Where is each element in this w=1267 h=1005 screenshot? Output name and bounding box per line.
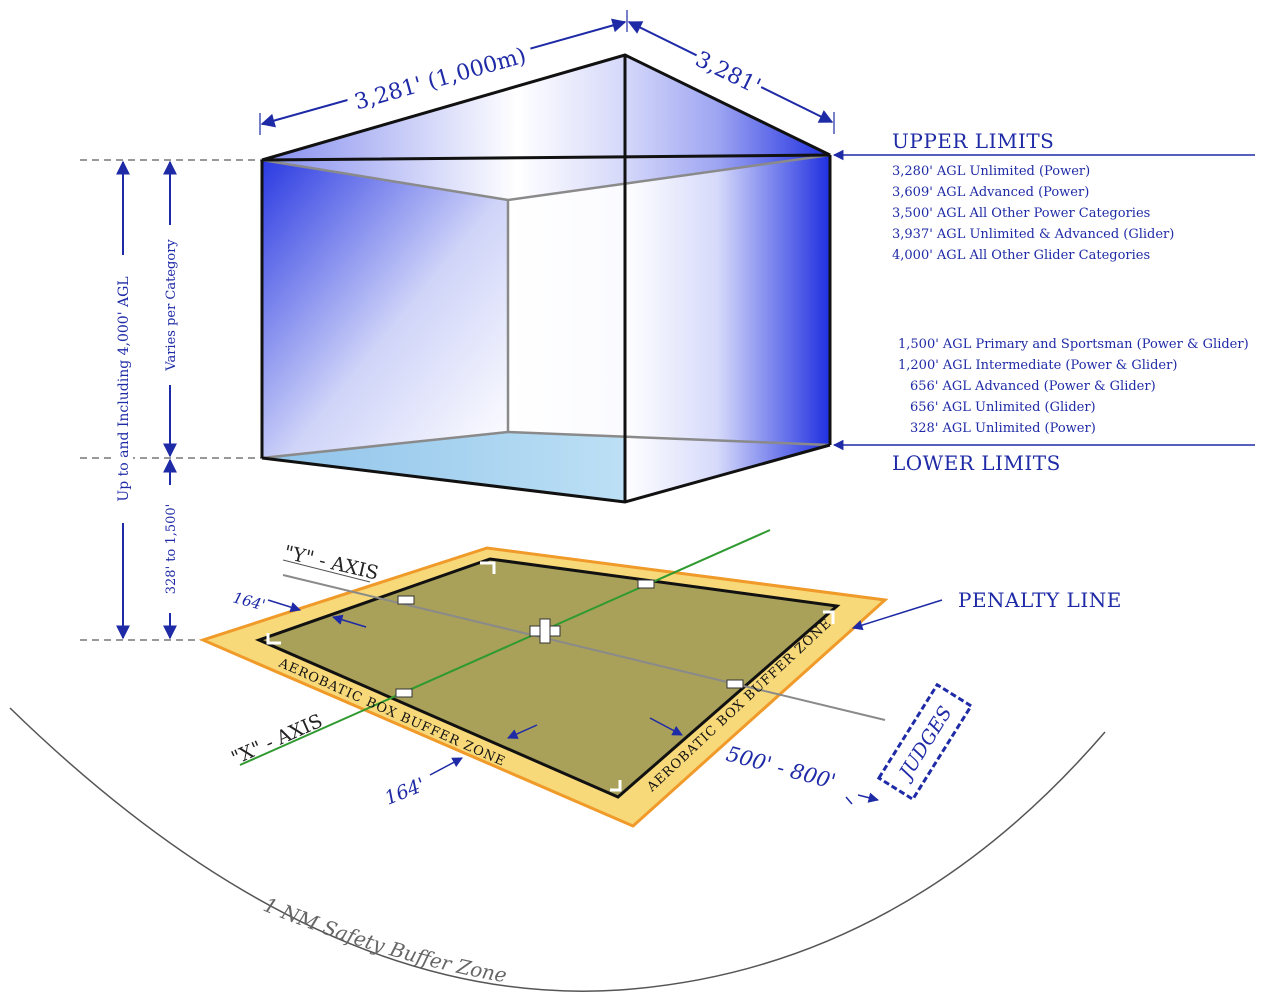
- judges-distance-label: 500' - 800': [724, 742, 839, 794]
- lower-range-label: 328' to 1,500': [164, 504, 179, 595]
- lower-limit-item: 656' AGL Advanced (Power & Glider): [910, 379, 1156, 394]
- total-height-label-bg: [113, 255, 133, 523]
- upper-limit-item: 3,280' AGL Unlimited (Power): [892, 164, 1090, 179]
- buffer-width-left-label: 164': [231, 588, 267, 614]
- length-label-bg: [343, 34, 537, 122]
- varies-label-bg: [160, 225, 180, 385]
- penalty-line-label: PENALTY LINE: [958, 588, 1122, 612]
- buffer-width-front-arrow-out: [429, 757, 463, 776]
- buffer-width-left-arrow-in: [331, 614, 367, 628]
- upper-limit-item: 3,500' AGL All Other Power Categories: [892, 206, 1150, 221]
- lower-limit-item: 656' AGL Unlimited (Glider): [910, 400, 1096, 415]
- edge-markers: [395, 579, 744, 698]
- x-axis-line: [239, 529, 771, 766]
- buffer-width-right-arrow: [649, 717, 683, 736]
- center-marker: [529, 618, 561, 644]
- upper-limit-item: 3,937' AGL Unlimited & Advanced (Glider): [892, 227, 1174, 242]
- safety-buffer-arc: [9, 707, 1106, 992]
- upper-limits-heading: UPPER LIMITS: [892, 129, 1054, 153]
- box-inner-floor-edges: [261, 430, 831, 460]
- judges-box: JUDGES: [876, 682, 974, 802]
- judges-distance-arrow: [857, 792, 880, 803]
- buffer-width-front-label: 164': [382, 774, 429, 810]
- width-label-bg: [689, 43, 767, 103]
- lower-limit-item: 1,200' AGL Intermediate (Power & Glider): [898, 358, 1177, 373]
- penalty-line-pointer: [851, 599, 943, 631]
- upper-limit-item: 3,609' AGL Advanced (Power): [892, 185, 1089, 200]
- y-axis-line: [282, 574, 886, 721]
- box-edge-bottom: [261, 443, 831, 504]
- lower-limits-heading: LOWER LIMITS: [892, 451, 1061, 475]
- box-left-face: [262, 160, 508, 458]
- aerobatic-box-area: [254, 557, 841, 799]
- y-axis-underline: [282, 559, 371, 583]
- lower-range-label-bg: [160, 485, 180, 613]
- corner-markers: [266, 561, 835, 792]
- varies-label: Varies per Category: [164, 239, 179, 372]
- upper-limit-item: 4,000' AGL All Other Glider Categories: [892, 248, 1150, 263]
- lower-limit-item: 1,500' AGL Primary and Sportsman (Power …: [898, 337, 1249, 352]
- buffer-width-left-arrow-out: [267, 599, 302, 613]
- total-height-label: Up to and Including 4,000' AGL: [116, 276, 132, 501]
- buffer-width-front-arrow-in: [507, 724, 538, 739]
- judges-distance-tick: [845, 796, 853, 805]
- lower-limit-item: 328' AGL Unlimited (Power): [910, 421, 1096, 436]
- safety-buffer-label: 1 NM Safety Buffer Zone: [260, 892, 508, 987]
- x-axis-label: "X" - AXIS: [228, 710, 326, 770]
